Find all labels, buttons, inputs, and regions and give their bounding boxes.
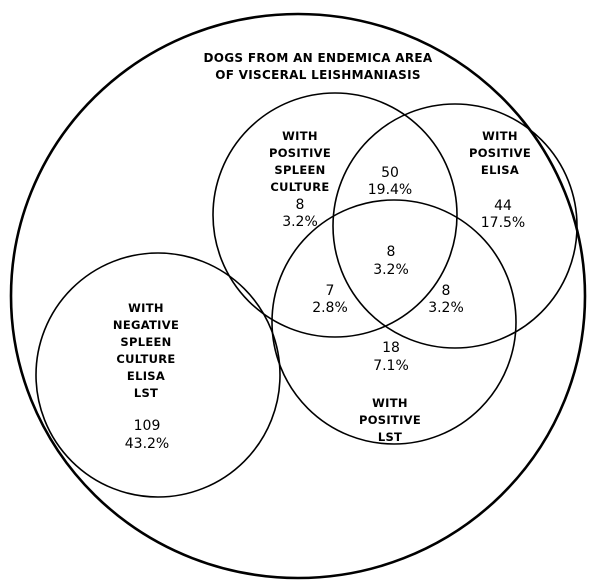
- lst-circle: [271, 199, 517, 445]
- negative-percent: 43.2%: [125, 436, 169, 452]
- spleen-label-line1: WITH: [282, 129, 318, 143]
- negative-label-line2: NEGATIVE: [113, 318, 179, 332]
- negative-label-line3: SPLEEN: [120, 335, 171, 349]
- negative-circle: [35, 252, 281, 498]
- lst-only-percent: 7.1%: [373, 358, 409, 374]
- elisa-only-count: 44: [494, 198, 512, 214]
- spleen-elisa-percent: 19.4%: [368, 182, 412, 198]
- elisa-lst-count: 8: [442, 283, 451, 299]
- lst-label-line1: WITH: [372, 396, 408, 410]
- spleen-lst-count: 7: [326, 283, 335, 299]
- negative-label-line6: LST: [134, 386, 158, 400]
- negative-label-line4: CULTURE: [116, 352, 175, 366]
- spleen-lst-percent: 2.8%: [312, 300, 348, 316]
- lst-label-line2: POSITIVE: [359, 413, 421, 427]
- spleen-only-count: 8: [296, 197, 305, 213]
- diagram-title-line2: OF VISCERAL LEISHMANIASIS: [215, 68, 421, 82]
- negative-label-line5: ELISA: [127, 369, 165, 383]
- spleen-label-line4: CULTURE: [270, 180, 329, 194]
- negative-count: 109: [134, 418, 161, 434]
- spleen-only-percent: 3.2%: [282, 214, 318, 230]
- diagram-title-line1: DOGS FROM AN ENDEMICA AREA: [204, 51, 433, 65]
- elisa-label-line2: POSITIVE: [469, 146, 531, 160]
- all-three-percent: 3.2%: [373, 262, 409, 278]
- outer-population-circle: [9, 12, 587, 580]
- spleen-culture-circle: [212, 92, 458, 338]
- elisa-label-line1: WITH: [482, 129, 518, 143]
- elisa-label-line3: ELISA: [481, 163, 519, 177]
- elisa-lst-percent: 3.2%: [428, 300, 464, 316]
- negative-label-line1: WITH: [128, 301, 164, 315]
- all-three-count: 8: [387, 244, 396, 260]
- lst-label-line3: LST: [378, 430, 402, 444]
- elisa-circle: [332, 103, 578, 349]
- spleen-label-line3: SPLEEN: [274, 163, 325, 177]
- lst-only-count: 18: [382, 340, 400, 356]
- spleen-elisa-count: 50: [381, 165, 399, 181]
- elisa-only-percent: 17.5%: [481, 215, 525, 231]
- spleen-label-line2: POSITIVE: [269, 146, 331, 160]
